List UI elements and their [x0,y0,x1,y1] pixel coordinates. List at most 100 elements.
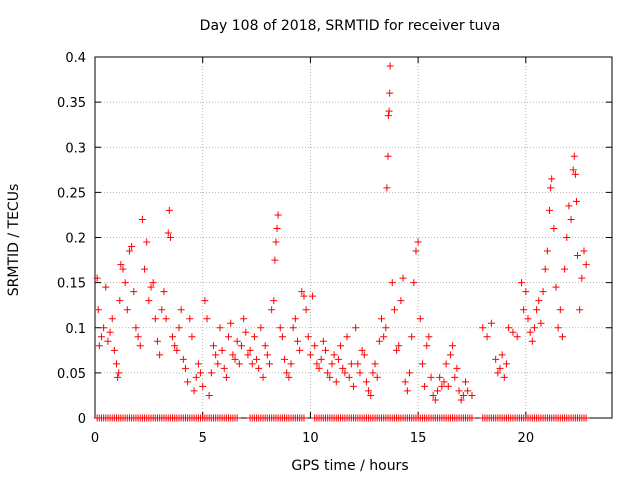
data-point [330,351,338,359]
data-point [533,306,541,314]
data-point [201,297,209,305]
data-point [358,346,366,354]
data-point [190,387,198,395]
data-point [220,364,228,372]
data-point [244,351,252,359]
data-point [546,206,554,214]
data-point [227,319,235,327]
data-point [360,351,368,359]
data-point [384,112,392,120]
data-point [438,382,446,390]
data-point [231,355,239,363]
data-point [166,234,174,241]
data-point [451,373,459,381]
data-point [141,265,149,273]
y-tick-label: 0.05 [57,367,86,382]
data-point [311,342,319,350]
data-point [418,360,426,368]
data-point [237,342,245,350]
data-point [369,369,377,377]
data-point [345,373,353,381]
data-point [281,355,289,363]
data-point [93,274,101,282]
data-point [102,283,110,291]
data-point [548,175,556,183]
x-tick-label: 0 [91,431,99,446]
data-point [367,391,375,399]
data-point [382,324,390,332]
data-point [440,378,448,386]
data-point [582,261,590,269]
data-point [431,396,439,404]
data-point [362,378,370,386]
data-point [543,247,551,255]
data-point [162,315,170,323]
data-point [522,288,530,296]
data-point [574,252,582,260]
data-points [93,62,590,422]
data-point [371,360,379,368]
data-point [207,369,215,377]
data-point [128,243,136,251]
data-point [192,373,200,381]
data-point [569,166,577,174]
data-point [341,369,349,377]
data-point [442,360,450,368]
data-point [384,152,392,160]
data-point [240,315,248,323]
data-point [169,333,177,341]
data-point [261,342,269,350]
data-point [337,342,345,350]
data-point [110,346,118,354]
data-point [509,328,517,336]
data-point [397,297,405,305]
data-point [250,333,258,341]
data-point [160,288,168,296]
data-point [565,202,573,210]
data-point [423,342,431,350]
data-point [556,306,564,314]
data-point [496,364,504,372]
axis-ticks: 0 5 10 15 20 0 0.05 0.1 0.15 0.2 0.25 0.3 0.35 0.4 [57,51,612,446]
data-point [114,373,122,381]
x-axis-label: GPS time / hours [291,458,408,474]
data-point [181,364,189,372]
data-point [313,360,321,368]
data-point-zero [582,414,590,422]
data-point [246,346,254,354]
data-point [186,315,194,323]
data-point [291,315,299,323]
data-point [278,333,286,341]
data-point [416,315,424,323]
data-point [229,351,237,359]
data-point [212,351,220,359]
data-point-zero [233,414,241,422]
data-point [138,215,146,223]
data-point [572,197,580,205]
x-tick-label: 20 [518,431,535,446]
data-point [528,337,536,345]
data-point [365,387,373,395]
data-point [165,206,173,214]
data-point [274,211,282,219]
data-point [115,369,123,377]
y-tick-label: 0 [78,412,86,427]
data-point [453,364,461,372]
data-point [530,324,538,332]
data-point [541,265,549,273]
data-point [143,238,151,246]
data-point [233,337,241,345]
data-point [354,360,362,368]
data-point [524,315,532,323]
data-point [273,224,281,232]
data-point [554,324,562,332]
data-point [97,333,105,341]
data-point [272,238,280,246]
data-point [459,391,467,399]
x-tick-label: 5 [199,431,207,446]
data-point [332,378,340,386]
data-point [571,170,579,178]
data-point [257,324,265,332]
data-point [287,360,295,368]
